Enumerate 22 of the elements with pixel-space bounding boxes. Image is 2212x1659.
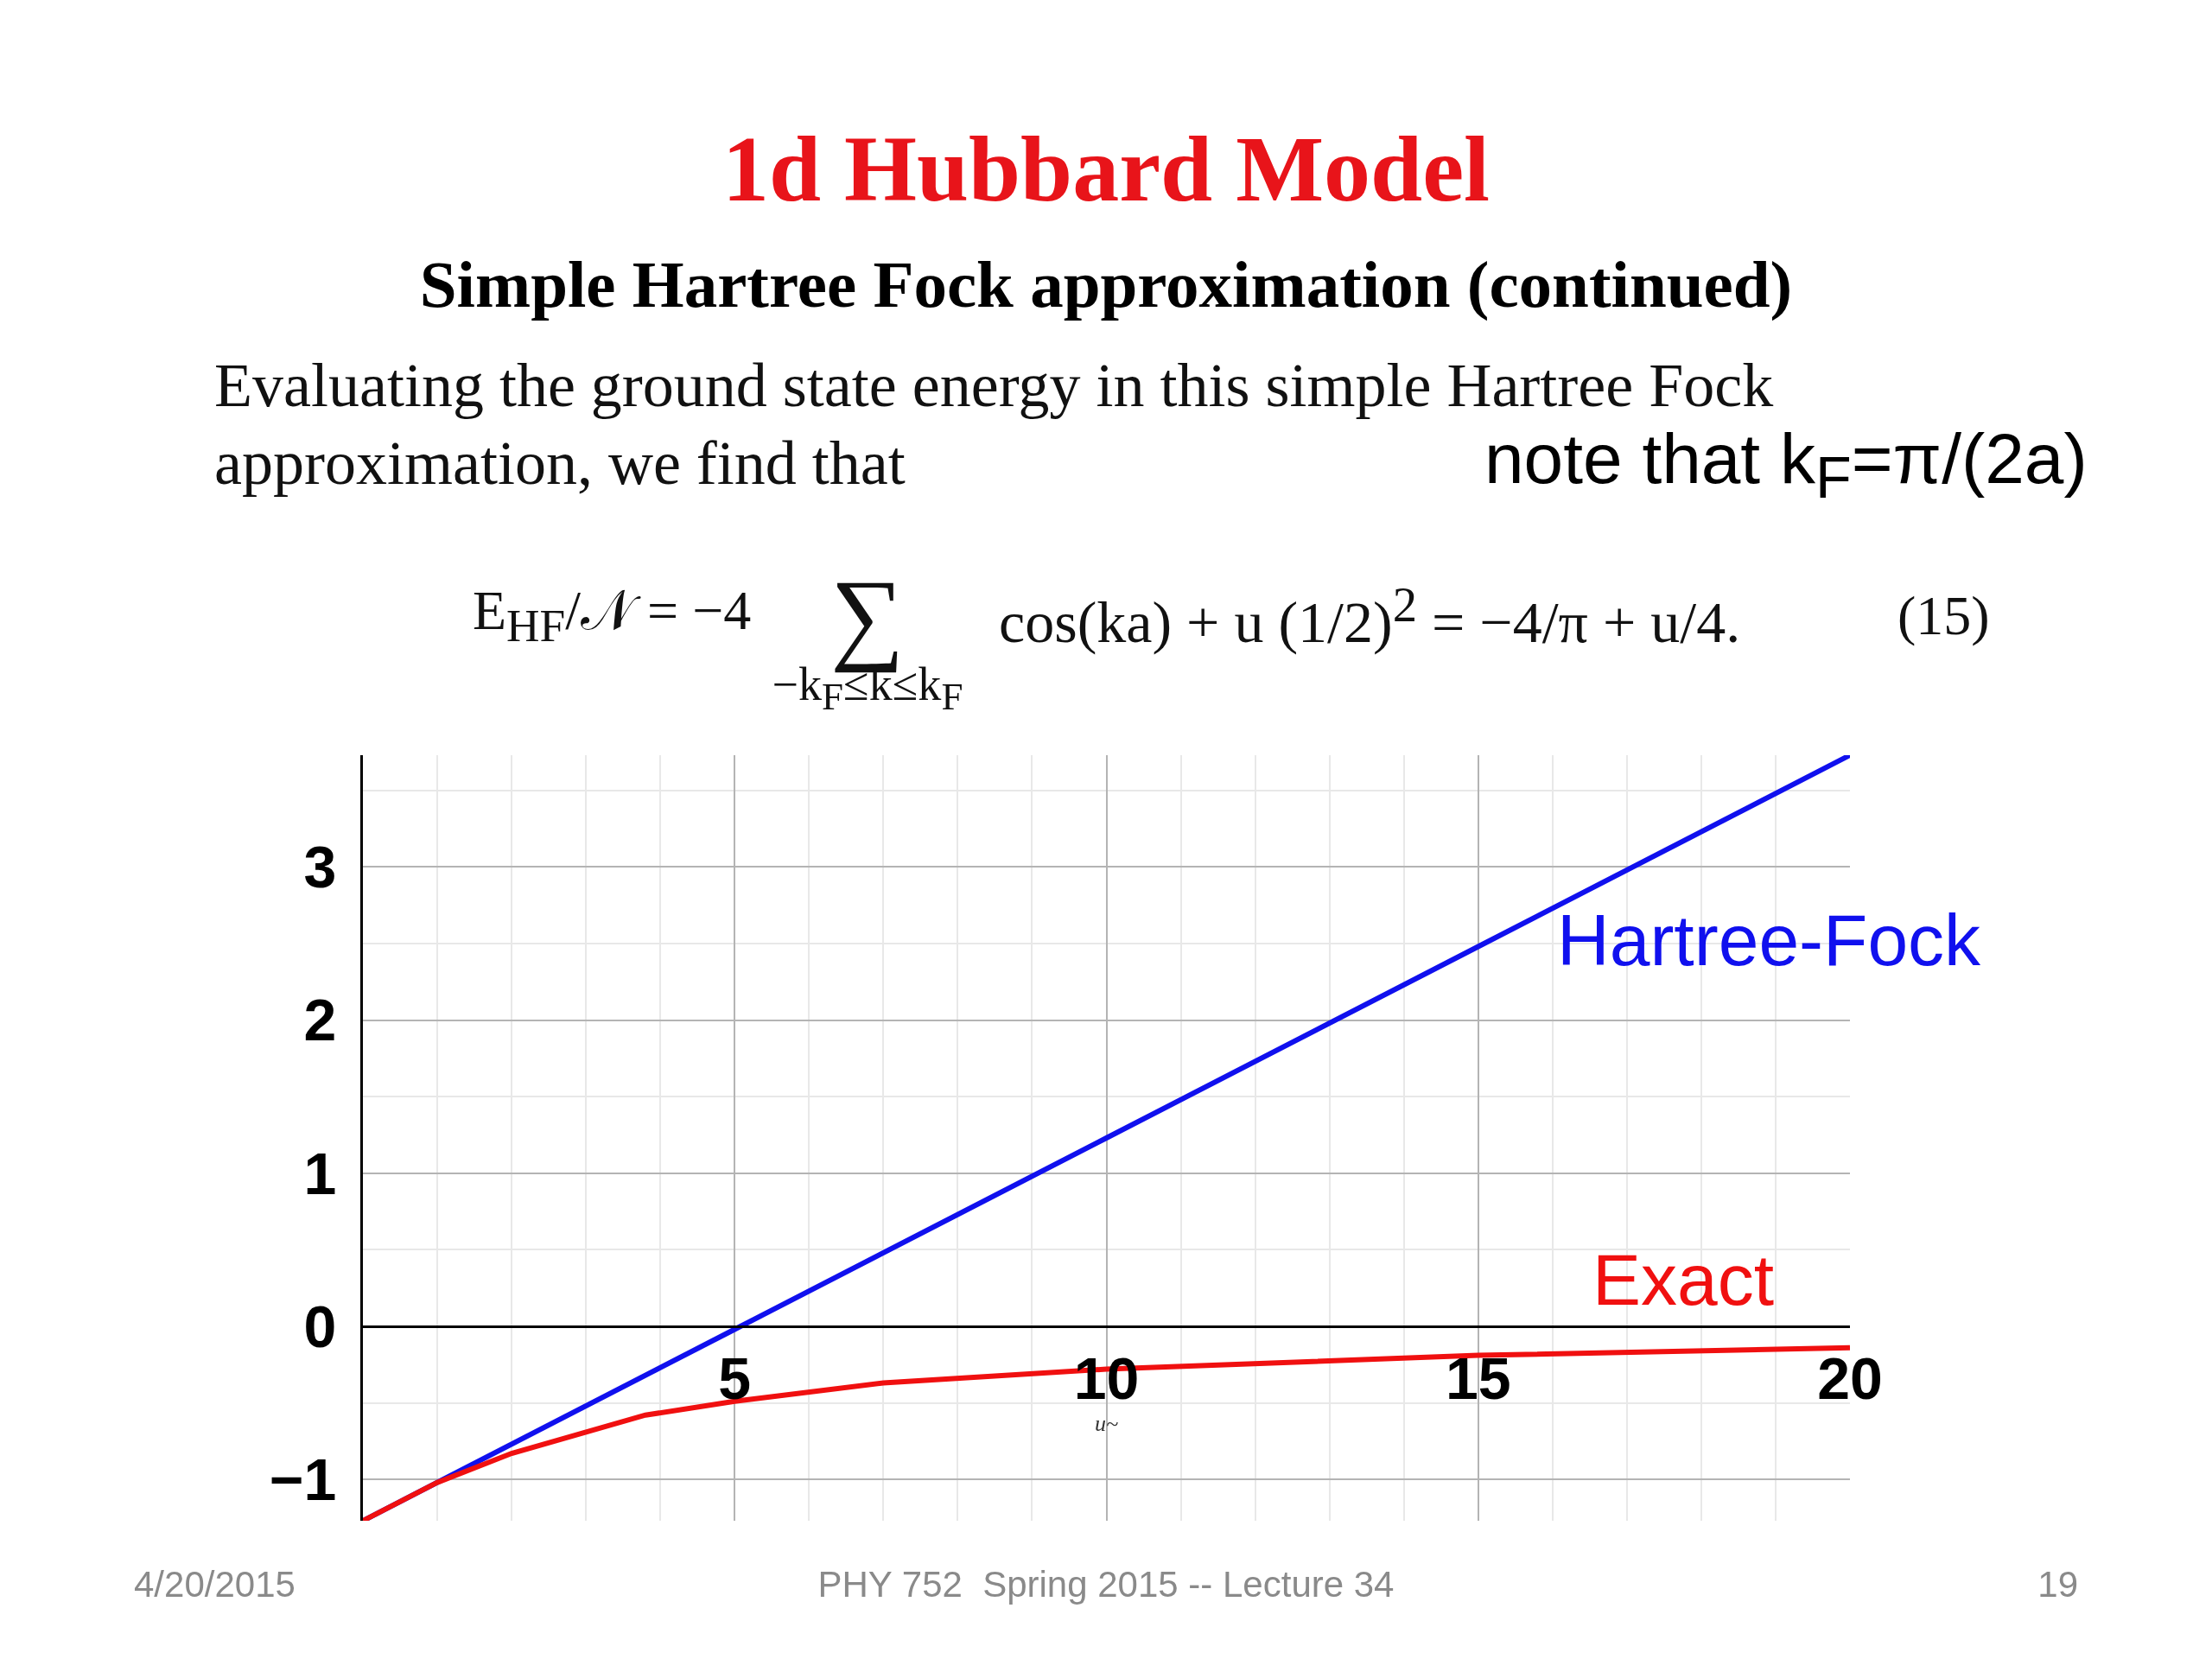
y-tick-label: 2 [303, 987, 337, 1053]
text: note that k$_{F}$=π/(2a) [1484, 419, 2088, 511]
x-tick-label: 5 [718, 1344, 752, 1411]
text: approximation, we find that [214, 429, 906, 498]
series-label: Hartree-Fock [1557, 899, 1982, 981]
y-tick-label: 0 [303, 1293, 337, 1359]
y-tick-label: −1 [269, 1446, 337, 1512]
text: 19 [2037, 1564, 2078, 1605]
x-tick-label: 15 [1445, 1344, 1511, 1411]
chart-title: 1d Hubbard Model [721, 118, 1491, 220]
text: PHY 752 Spring 2015 -- Lecture 34 [817, 1564, 1395, 1605]
y-tick-label: 3 [303, 834, 337, 900]
text: cos(ka) + u (1/2)$^{2}$ = −4/π + u/4. [999, 578, 1741, 655]
series-label: Exact [1592, 1239, 1775, 1320]
x-tick-label: 20 [1817, 1344, 1883, 1411]
x-axis-title: u~ [1094, 1411, 1119, 1437]
text: E$_{HF}$/𝒩 = −4 [473, 579, 752, 652]
text: 4/20/2015 [134, 1564, 296, 1605]
text: Evaluating the ground state energy in this simple Hartree Fock [214, 351, 1774, 420]
text: (15) [1897, 585, 1990, 646]
chart-subtitle: Simple Hartree Fock approximation (continued) [418, 247, 1794, 321]
y-tick-label: 1 [303, 1140, 337, 1206]
